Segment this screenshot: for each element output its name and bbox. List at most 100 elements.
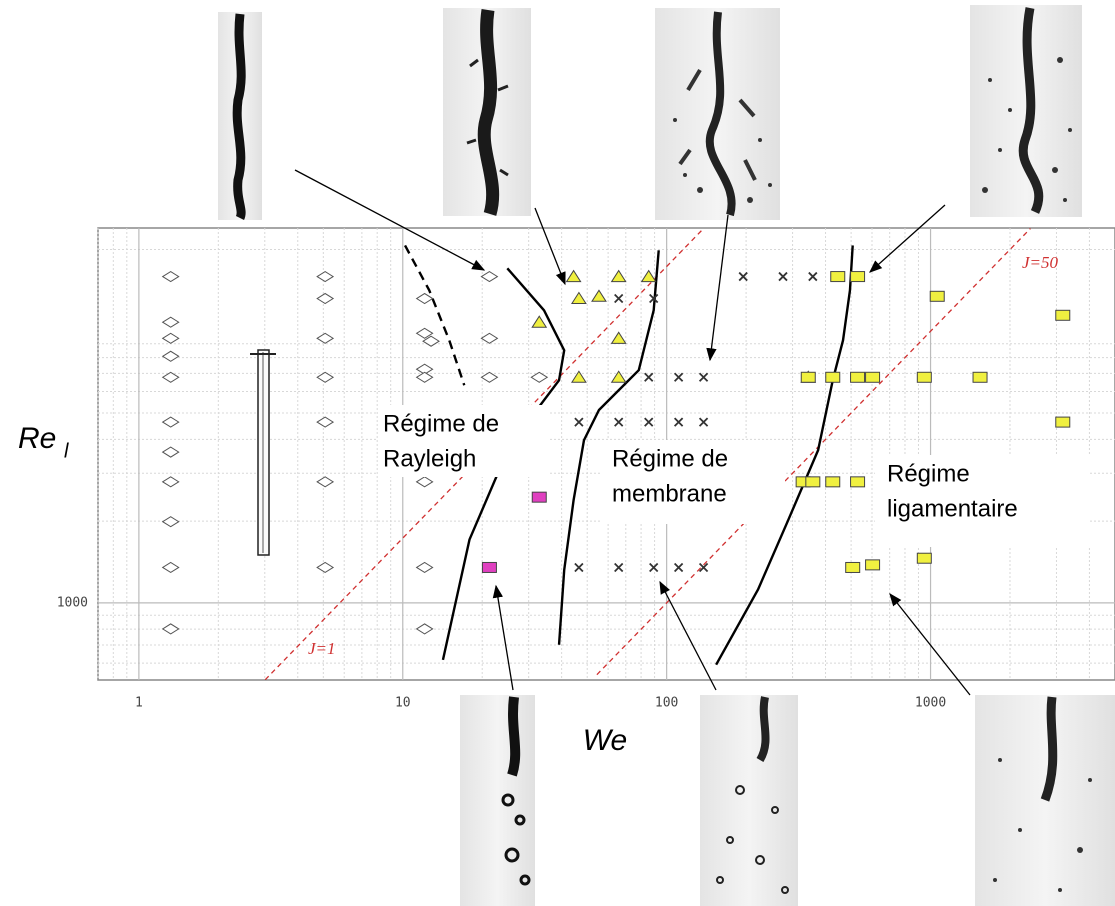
diamond-marker <box>161 623 180 635</box>
diamond-marker <box>316 561 335 574</box>
square-marker <box>481 561 497 573</box>
diamond-marker <box>161 516 180 528</box>
diamond-marker <box>316 416 335 428</box>
diamond-marker <box>530 371 549 383</box>
photo-jet-3 <box>655 8 780 220</box>
cross-marker <box>614 293 624 304</box>
diamond-marker <box>161 270 180 283</box>
triangle-marker <box>610 370 627 383</box>
square-marker <box>830 271 846 283</box>
cross-marker <box>574 417 584 427</box>
square-marker <box>865 371 881 383</box>
triangle-marker <box>591 289 607 302</box>
x-axis-label: We <box>583 724 627 757</box>
regime-boundary <box>715 245 854 666</box>
square-marker <box>531 491 547 503</box>
cross-marker <box>673 372 684 382</box>
diamond-marker <box>161 561 180 574</box>
square-marker <box>825 476 841 488</box>
x-tick-label: 10 <box>395 696 411 711</box>
square-marker <box>929 290 945 302</box>
regime-boundary <box>441 267 566 661</box>
cross-marker <box>614 417 624 427</box>
square-marker <box>845 561 861 573</box>
triangle-marker <box>531 315 548 328</box>
diamond-marker <box>161 476 180 488</box>
y-axis-label-subscript: l <box>64 440 69 462</box>
y-tick-label: 1000 <box>57 595 88 610</box>
square-marker <box>850 371 866 383</box>
photo-ligament-bottom <box>975 695 1115 906</box>
j-line <box>264 228 705 680</box>
annotation-box <box>600 440 785 524</box>
cross-marker <box>614 562 624 573</box>
cross-marker <box>698 417 709 427</box>
annotation-box <box>875 455 1090 547</box>
diamond-marker <box>415 292 434 305</box>
annotation-text: membrane <box>612 480 727 507</box>
annotation-text: Rayleigh <box>383 445 476 472</box>
triangle-marker <box>610 269 627 283</box>
y-axis-label: Re <box>18 422 56 455</box>
diamond-marker <box>161 371 180 383</box>
regime-boundary <box>557 250 660 645</box>
square-marker <box>825 371 841 383</box>
cross-marker <box>698 372 709 382</box>
cross-marker <box>673 417 684 427</box>
diamond-marker <box>161 416 180 428</box>
cross-marker <box>649 562 659 573</box>
arrows <box>294 169 971 696</box>
annotation-text: Régime <box>887 460 970 487</box>
diamond-marker <box>316 371 335 383</box>
cross-marker <box>808 271 818 282</box>
cross-marker <box>698 562 709 573</box>
diamond-marker <box>480 371 499 383</box>
square-marker <box>865 559 881 571</box>
j-label: J=1 <box>308 639 336 658</box>
photo-rayleigh-top <box>218 12 262 221</box>
square-marker <box>800 371 816 383</box>
square-marker <box>916 552 932 564</box>
regime-boundary <box>403 244 466 386</box>
square-marker <box>972 371 988 383</box>
diamond-marker <box>415 363 434 375</box>
diamond-marker <box>316 332 335 344</box>
cross-marker <box>644 372 654 382</box>
square-marker <box>850 476 866 488</box>
diamond-marker <box>415 371 434 383</box>
photo-membrane-bottom <box>700 695 798 906</box>
diamond-marker <box>480 270 499 283</box>
diamond-marker <box>161 332 180 344</box>
labels: 1 10 100 1000 1000 J=1 J=50 Régime de Rayleigh Ré… <box>18 253 1090 757</box>
markers <box>161 269 1071 635</box>
diamond-marker <box>415 561 434 574</box>
square-marker <box>805 476 821 488</box>
square-marker <box>1055 416 1071 428</box>
diamond-marker <box>161 350 180 362</box>
j-label: J=50 <box>1022 253 1059 272</box>
annotation-text: Régime de <box>383 410 499 437</box>
cross-marker <box>778 271 788 282</box>
diamond-marker <box>161 316 180 328</box>
diamond-marker <box>316 270 335 283</box>
triangle-marker <box>565 269 582 283</box>
annotation-box <box>378 405 548 477</box>
diamond-marker <box>415 327 434 339</box>
diamond-marker <box>316 476 335 488</box>
x-tick-label: 1000 <box>915 696 946 711</box>
diamond-marker <box>415 476 434 488</box>
diamond-marker <box>415 623 434 635</box>
square-marker <box>850 271 866 283</box>
triangle-marker <box>570 370 587 383</box>
cross-marker <box>574 562 584 573</box>
x-tick-label: 100 <box>655 696 678 711</box>
annotation-text: ligamentaire <box>887 495 1018 522</box>
diamond-marker <box>480 332 499 344</box>
square-marker <box>1055 309 1071 321</box>
triangle-marker <box>610 331 627 344</box>
diamond-marker <box>422 335 441 347</box>
photo-jet-4 <box>970 5 1082 217</box>
triangle-marker <box>570 291 587 305</box>
diamond-marker <box>161 446 180 458</box>
